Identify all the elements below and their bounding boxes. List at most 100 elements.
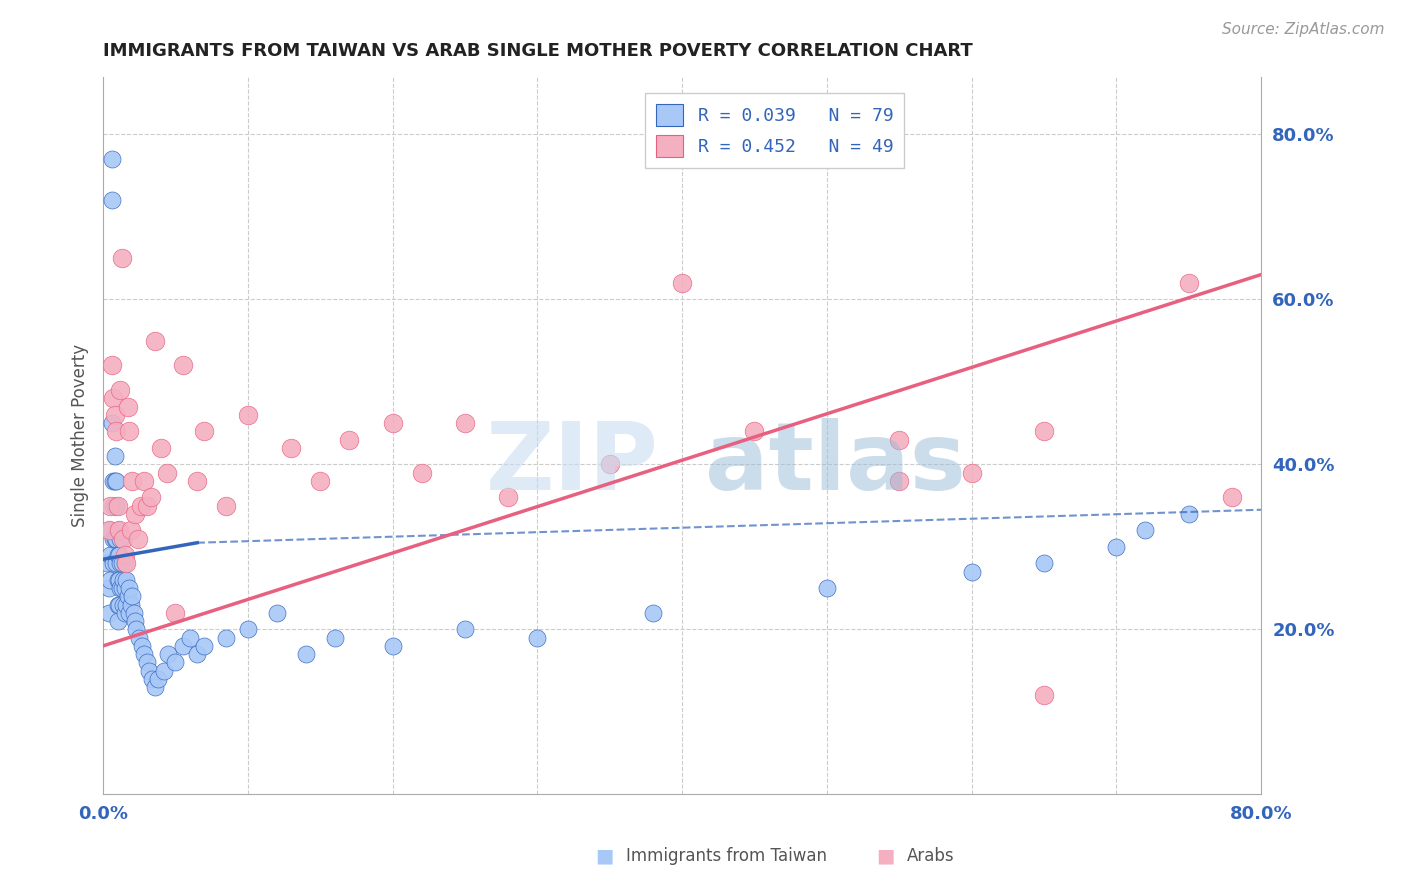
Point: [138, 664, 160, 678]
Point: [135, 499, 157, 513]
Point: [111, 581, 134, 595]
Text: ■: ■: [876, 847, 896, 866]
Point: [97, 524, 120, 538]
Point: [103, 499, 125, 513]
Point: [156, 466, 179, 480]
Point: [146, 672, 169, 686]
Point: [118, 606, 141, 620]
Text: ZIP: ZIP: [486, 418, 659, 510]
Point: [96, 557, 118, 571]
Point: [526, 631, 548, 645]
Text: Source: ZipAtlas.com: Source: ZipAtlas.com: [1222, 22, 1385, 37]
Point: [120, 524, 142, 538]
Point: [132, 647, 155, 661]
Point: [165, 656, 187, 670]
Point: [1177, 276, 1199, 290]
Point: [889, 433, 911, 447]
Point: [1135, 524, 1157, 538]
Point: [114, 548, 136, 562]
Point: [599, 458, 621, 472]
Point: [186, 647, 208, 661]
Text: atlas: atlas: [706, 418, 966, 510]
Point: [112, 598, 135, 612]
Point: [143, 334, 166, 348]
Point: [135, 656, 157, 670]
Point: [280, 441, 302, 455]
Point: [105, 557, 128, 571]
Point: [309, 474, 332, 488]
Point: [104, 499, 127, 513]
Point: [193, 425, 215, 439]
Point: [108, 524, 131, 538]
Point: [110, 581, 132, 595]
Point: [107, 548, 129, 562]
Legend: R = 0.039   N = 79, R = 0.452   N = 49: R = 0.039 N = 79, R = 0.452 N = 49: [645, 93, 904, 168]
Point: [128, 631, 150, 645]
Point: [105, 532, 128, 546]
Point: [117, 590, 139, 604]
Point: [1032, 557, 1054, 571]
Point: [122, 606, 145, 620]
Point: [236, 408, 259, 422]
Point: [129, 499, 152, 513]
Point: [125, 623, 148, 637]
Point: [107, 598, 129, 612]
Point: [114, 581, 136, 595]
Point: [105, 474, 128, 488]
Point: [193, 639, 215, 653]
Point: [323, 631, 346, 645]
Point: [153, 664, 176, 678]
Point: [120, 598, 142, 612]
Point: [815, 581, 838, 595]
Point: [118, 581, 141, 595]
Point: [454, 416, 477, 430]
Point: [107, 499, 129, 513]
Point: [107, 614, 129, 628]
Point: [98, 548, 121, 562]
Point: [104, 408, 127, 422]
Point: [236, 623, 259, 637]
Point: [104, 474, 127, 488]
Point: [97, 581, 120, 595]
Point: [121, 590, 143, 604]
Point: [454, 623, 477, 637]
Point: [115, 557, 138, 571]
Point: [118, 425, 141, 439]
Point: [101, 416, 124, 430]
Y-axis label: Single Mother Poverty: Single Mother Poverty: [72, 344, 89, 527]
Point: [498, 491, 520, 505]
Text: Arabs: Arabs: [907, 847, 955, 865]
Point: [105, 425, 128, 439]
Point: [215, 631, 238, 645]
Point: [124, 507, 146, 521]
Point: [266, 606, 288, 620]
Point: [172, 359, 194, 373]
Point: [165, 606, 187, 620]
Point: [1177, 507, 1199, 521]
Point: [111, 251, 134, 265]
Point: [101, 152, 124, 166]
Point: [960, 466, 983, 480]
Point: [381, 416, 404, 430]
Point: [115, 573, 138, 587]
Point: [141, 672, 163, 686]
Point: [111, 557, 134, 571]
Point: [139, 491, 162, 505]
Point: [107, 573, 129, 587]
Point: [107, 524, 129, 538]
Point: [110, 383, 132, 397]
Point: [1032, 425, 1054, 439]
Point: [103, 474, 125, 488]
Text: ■: ■: [595, 847, 614, 866]
Point: [103, 392, 125, 406]
Point: [215, 499, 238, 513]
Point: [103, 557, 125, 571]
Point: [124, 614, 146, 628]
Point: [132, 474, 155, 488]
Point: [186, 474, 208, 488]
Point: [98, 573, 121, 587]
Point: [1032, 689, 1054, 703]
Point: [103, 532, 125, 546]
Point: [110, 532, 132, 546]
Point: [157, 647, 180, 661]
